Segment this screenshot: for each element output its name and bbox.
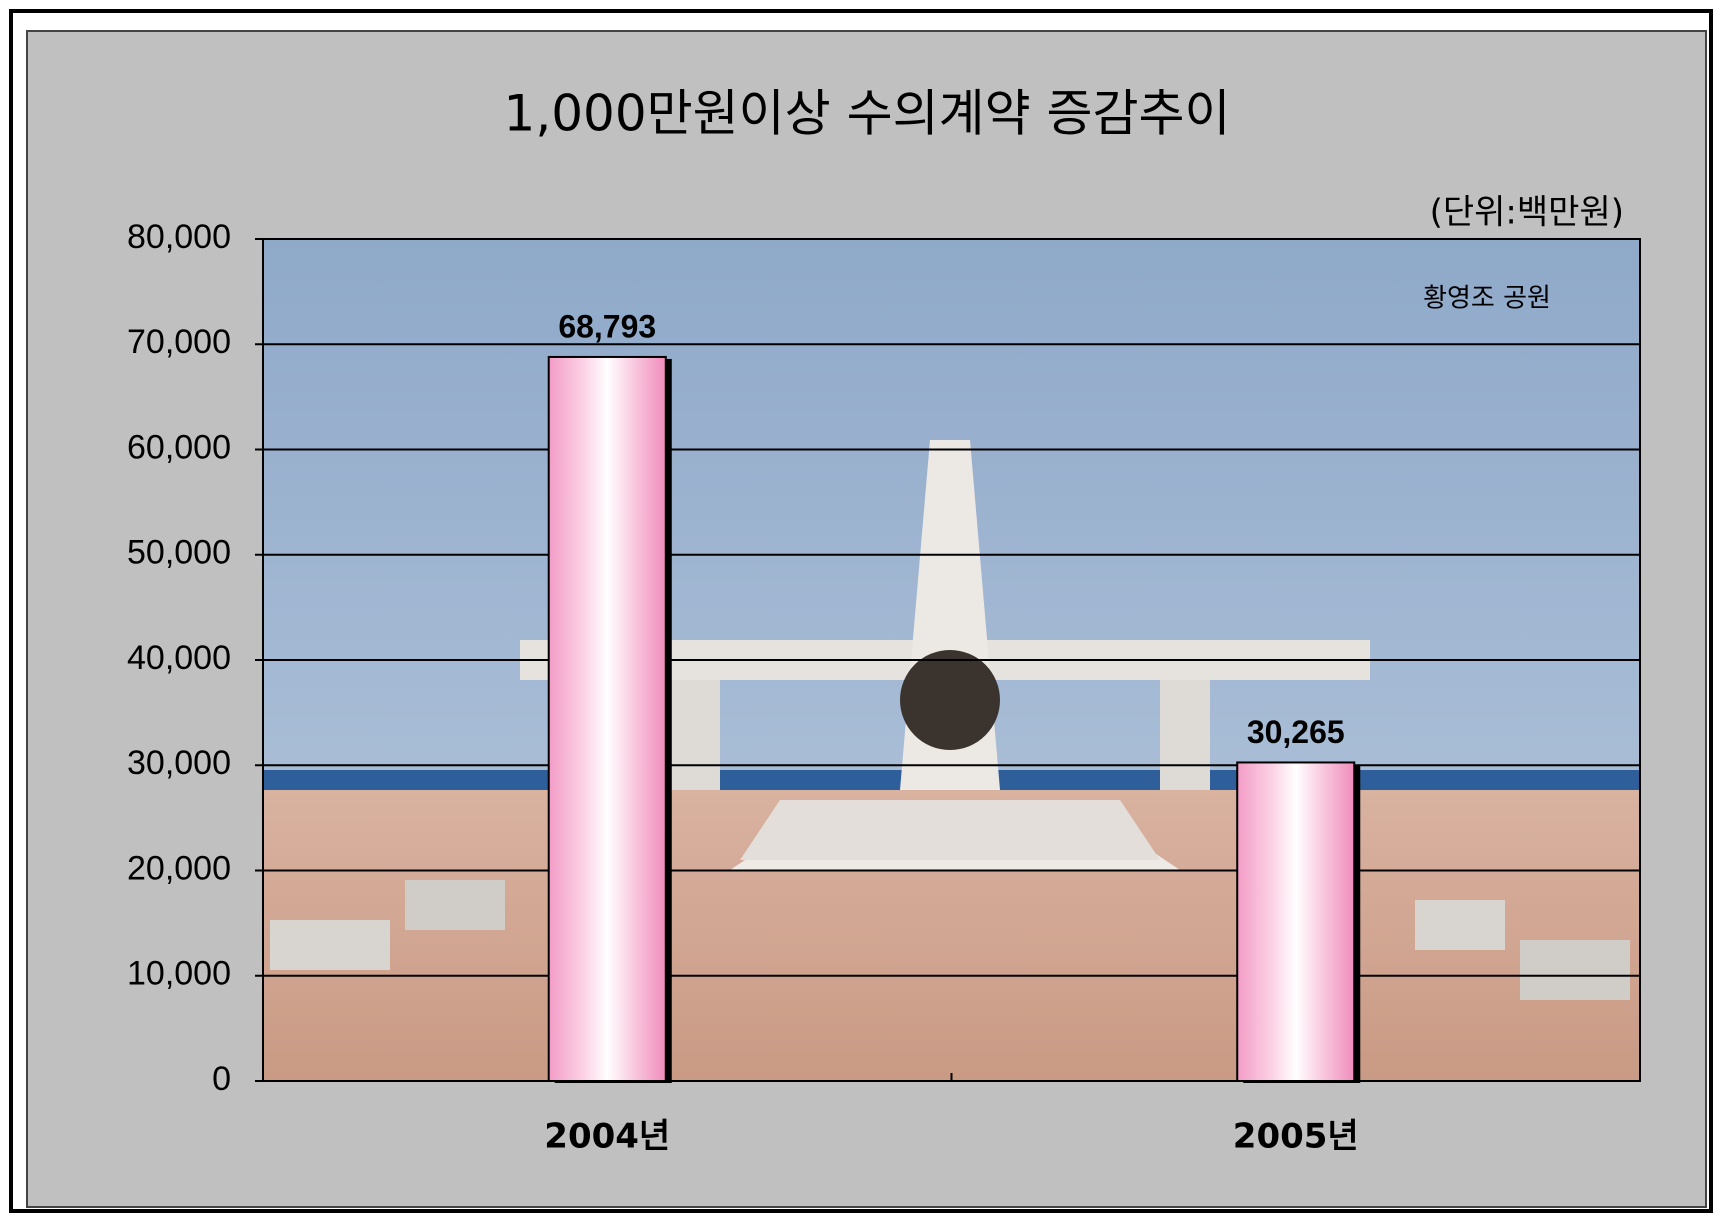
y-tick-label: 50,000: [127, 534, 231, 572]
y-tick-label: 70,000: [127, 323, 231, 361]
chart: 1,000만원이상 수의계약 증감추이 (단위:백만원) 황영조 공원 0 10,…: [0, 0, 1720, 1215]
annotation: 황영조 공원: [1423, 284, 1551, 314]
unit-label: (단위:백만원): [1430, 193, 1624, 233]
y-tick-label: 20,000: [127, 849, 231, 887]
y-tick-label: 60,000: [127, 428, 231, 466]
bar: [1237, 762, 1354, 1081]
y-tick-label: 0: [212, 1060, 231, 1098]
x-tick-label: 2004년: [544, 1117, 670, 1157]
chart-title: 1,000만원이상 수의계약 증감추이: [504, 85, 1231, 143]
value-label: 68,793: [558, 308, 656, 344]
y-tick-label: 80,000: [127, 218, 231, 256]
y-tick-label: 40,000: [127, 639, 231, 677]
y-tick-label: 30,000: [127, 744, 231, 782]
value-label: 30,265: [1247, 714, 1345, 750]
y-tick-label: 10,000: [127, 955, 231, 993]
bar: [549, 357, 666, 1081]
x-tick-label: 2005년: [1233, 1117, 1359, 1157]
